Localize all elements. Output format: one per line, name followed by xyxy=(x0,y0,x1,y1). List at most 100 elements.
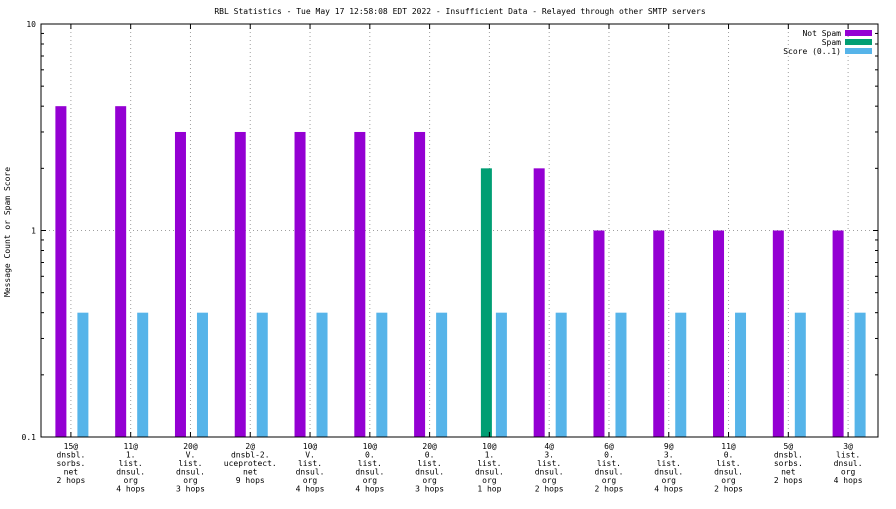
x-tick-label-line: net xyxy=(64,468,79,477)
x-tick-label-line: 3. xyxy=(544,451,554,460)
x-tick-label-line: org xyxy=(482,476,497,485)
x-tick-label-line: dnsul. xyxy=(415,468,444,477)
bar-not-spam xyxy=(832,230,844,437)
x-tick-label-line: 4 hops xyxy=(116,485,145,494)
x-tick-label-line: list. xyxy=(119,459,143,468)
x-tick-label-line: dnsul. xyxy=(595,468,624,477)
x-tick-label-line: org xyxy=(303,476,318,485)
bar-not-spam xyxy=(414,131,426,437)
bar-score-0-1 xyxy=(196,312,208,437)
x-tick-label-line: sorbs. xyxy=(774,459,803,468)
x-tick-label-line: dnsul. xyxy=(654,468,683,477)
x-tick-label-line: 20@ xyxy=(422,442,437,451)
x-tick-label-line: dnsul. xyxy=(296,468,325,477)
legend-swatch xyxy=(845,30,872,36)
x-tick-label: 11@ 1. list. dnsul. org 4 hops xyxy=(116,442,145,494)
x-tick-label-line: list. xyxy=(716,459,740,468)
x-tick-label: 10@ V. list. dnsul. org 4 hops xyxy=(296,442,325,494)
y-tick-label: 10 xyxy=(26,20,36,29)
bar-spam xyxy=(480,168,492,437)
x-tick-label-line: 3 hops xyxy=(176,485,205,494)
bar-score-0-1 xyxy=(316,312,328,437)
x-tick-label-line: 11@ xyxy=(123,442,138,451)
x-tick-label-line: 2 hops xyxy=(535,485,564,494)
bar-not-spam xyxy=(115,106,127,437)
x-tick-label-line: dnsul. xyxy=(116,468,145,477)
x-tick-label-line: list. xyxy=(477,459,501,468)
bar-not-spam xyxy=(354,131,366,437)
x-tick-label-line: 11@ xyxy=(721,442,736,451)
bar-score-0-1 xyxy=(794,312,806,437)
bar-score-0-1 xyxy=(256,312,268,437)
x-tick-label-line: dnsbl-2. xyxy=(231,451,270,460)
x-tick-label: 6@ 0. list. dnsul. org 2 hops xyxy=(595,442,624,494)
x-tick-label-line: 10@ xyxy=(482,442,497,451)
x-tick-label: 15@ dnsbl. sorbs. net 2 hops xyxy=(56,442,85,485)
x-tick-label-line: sorbs. xyxy=(56,459,85,468)
x-tick-label-line: org xyxy=(841,468,856,477)
x-tick-label-line: org xyxy=(542,476,557,485)
x-tick-label-line: list. xyxy=(298,459,322,468)
bar-score-0-1 xyxy=(376,312,388,437)
x-tick-label-line: org xyxy=(662,476,677,485)
x-tick-label-line: list. xyxy=(418,459,442,468)
x-tick-label: 2@ dnsbl-2. uceprotect. net 9 hops xyxy=(224,442,277,485)
bar-not-spam xyxy=(772,230,784,437)
x-tick-label-line: dnsbl. xyxy=(56,451,85,460)
bar-not-spam xyxy=(593,230,605,437)
legend-label: Not Spam xyxy=(802,29,841,38)
x-tick-label-line: net xyxy=(243,468,258,477)
x-tick-label-line: 3 hops xyxy=(415,485,444,494)
x-tick-label-line: list. xyxy=(537,459,561,468)
x-tick-label-line: V. xyxy=(186,451,196,460)
plot-border xyxy=(40,23,879,438)
bar-score-0-1 xyxy=(555,312,567,437)
x-tick-label-line: 1. xyxy=(485,451,495,460)
x-tick-label: 11@ 0. list. dnsul. org 2 hops xyxy=(714,442,743,494)
x-tick-label-line: org xyxy=(183,476,198,485)
chart-title: RBL Statistics - Tue May 17 12:58:08 EDT… xyxy=(214,7,705,16)
x-tick-label: 9@ 3. list. dnsul. org 4 hops xyxy=(654,442,683,494)
x-tick-label-line: dnsul. xyxy=(834,459,863,468)
x-tick-label-line: 9@ xyxy=(664,442,674,451)
x-tick-label: 10@ 1. list. dnsul. org 1 hop xyxy=(475,442,504,494)
bar-score-0-1 xyxy=(436,312,448,437)
x-tick-label-line: 10@ xyxy=(303,442,318,451)
x-tick-label-line: org xyxy=(422,476,437,485)
x-tick-label-line: list. xyxy=(597,459,621,468)
x-tick-label-line: dnsul. xyxy=(714,468,743,477)
bar-score-0-1 xyxy=(854,312,866,437)
bar-score-0-1 xyxy=(137,312,149,437)
x-tick-label-line: 20@ xyxy=(183,442,198,451)
x-tick-label-line: V. xyxy=(305,451,315,460)
x-tick-label: 4@ 3. list. dnsul. org 2 hops xyxy=(535,442,564,494)
y-tick-label: 1 xyxy=(31,227,36,236)
x-tick-label-line: 4 hops xyxy=(355,485,384,494)
x-tick-label-line: org xyxy=(363,476,378,485)
bar-score-0-1 xyxy=(495,312,507,437)
legend-label: Spam xyxy=(822,38,841,47)
x-tick-label-line: 4 hops xyxy=(834,476,863,485)
x-tick-label-line: org xyxy=(721,476,736,485)
x-tick-label-line: list. xyxy=(358,459,382,468)
x-tick-label-line: org xyxy=(123,476,138,485)
x-tick-label-line: dnsbl. xyxy=(774,451,803,460)
x-tick-label-line: 2@ xyxy=(245,442,255,451)
x-tick-label-line: 3@ xyxy=(843,442,853,451)
x-tick-label: 5@ dnsbl. sorbs. net 2 hops xyxy=(774,442,803,485)
x-tick-label-line: dnsul. xyxy=(176,468,205,477)
legend-swatch xyxy=(845,39,872,45)
bar-not-spam xyxy=(713,230,725,437)
x-tick-label-line: list. xyxy=(178,459,202,468)
bar-not-spam xyxy=(653,230,665,437)
bar-score-0-1 xyxy=(77,312,89,437)
x-tick-label-line: 1 hop xyxy=(477,485,501,494)
x-tick-label-line: 10@ xyxy=(363,442,378,451)
legend-swatch xyxy=(845,48,872,54)
x-tick-label-line: 2 hops xyxy=(595,485,624,494)
bars-layer xyxy=(55,106,866,437)
x-tick-label-line: 0. xyxy=(724,451,734,460)
